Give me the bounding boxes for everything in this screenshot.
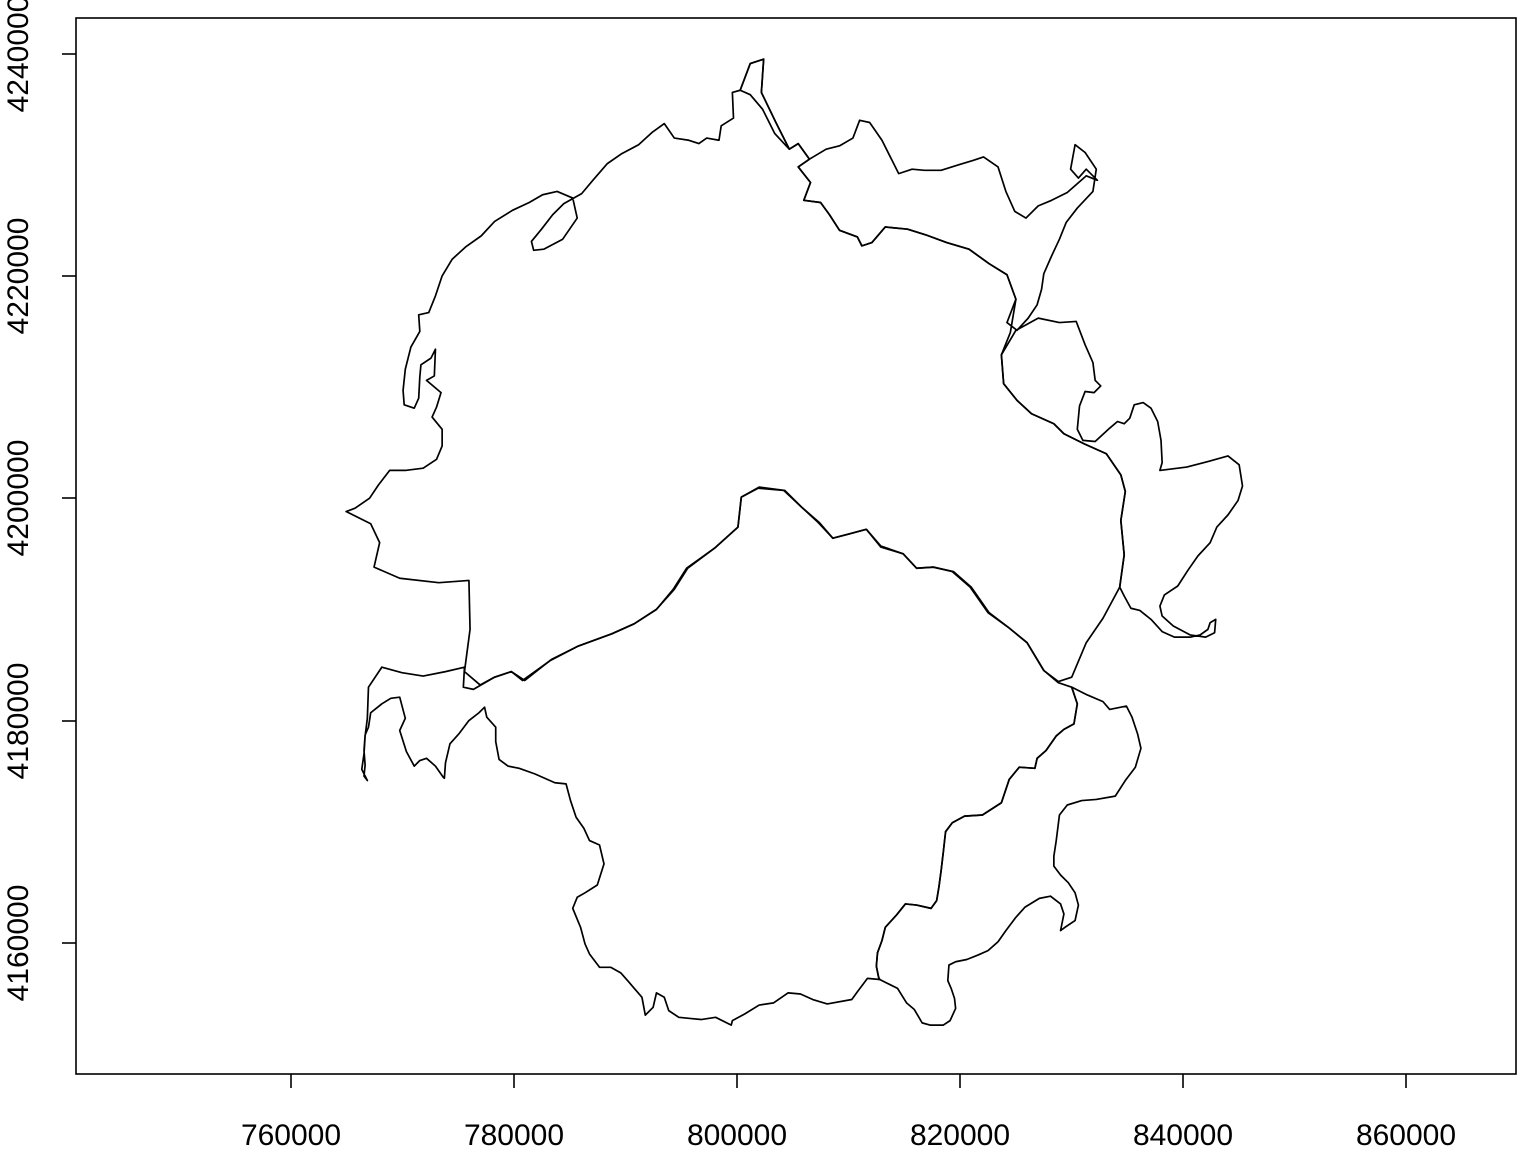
x-tick-label: 840000 xyxy=(1133,1119,1233,1152)
region-boundaries xyxy=(345,58,1244,1026)
y-tick-label: 4200000 xyxy=(2,440,35,557)
x-tick-label: 800000 xyxy=(687,1119,787,1152)
x-tick-label: 860000 xyxy=(1356,1119,1456,1152)
east-small-south-boundary xyxy=(875,686,1142,1026)
y-tick-label: 4220000 xyxy=(2,218,35,335)
x-tick-label: 820000 xyxy=(910,1119,1010,1152)
plot-frame xyxy=(75,17,1517,1075)
x-tick-label: 760000 xyxy=(241,1119,341,1152)
north-small-boundary xyxy=(739,58,1099,332)
x-axis: 760000 780000 800000 820000 840000 86000… xyxy=(241,1074,1456,1152)
y-tick-label: 4180000 xyxy=(2,663,35,780)
east-small-north-boundary xyxy=(1000,317,1244,638)
south-large-boundary xyxy=(360,487,1079,1026)
y-axis: 4160000 4180000 4200000 4220000 4240000 xyxy=(2,0,76,1001)
y-tick-label: 4240000 xyxy=(2,0,35,112)
y-tick-label: 4160000 xyxy=(2,885,35,1002)
x-tick-label: 780000 xyxy=(464,1119,564,1152)
